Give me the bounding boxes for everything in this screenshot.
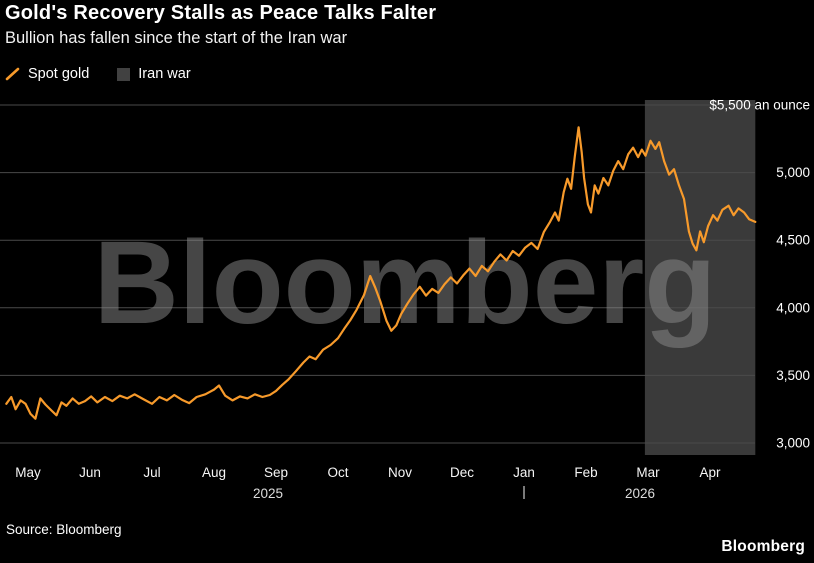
y-tick-label: 3,000 xyxy=(776,436,810,451)
x-tick-label: Jun xyxy=(79,465,101,480)
y-tick-label: 5,000 xyxy=(776,165,810,180)
year-label: 2026 xyxy=(625,486,655,501)
y-tick-label: 3,500 xyxy=(776,368,810,383)
x-tick-label: May xyxy=(15,465,41,480)
page-title: Gold's Recovery Stalls as Peace Talks Fa… xyxy=(5,2,437,24)
year-divider: | xyxy=(522,484,526,499)
x-tick-label: Sep xyxy=(264,465,288,480)
line-slash-icon xyxy=(5,67,20,81)
legend-item-iran-war: Iran war xyxy=(117,66,191,82)
x-tick-label: Feb xyxy=(574,465,597,480)
watermark-text: Bloomberg xyxy=(94,217,717,349)
x-tick-label: Jan xyxy=(513,465,535,480)
price-chart: Bloomberg $5,500 an ounce 5,000 4,500 4,000 3… xyxy=(0,98,810,501)
legend: Spot gold Iran war xyxy=(5,66,191,82)
y-tick-label: $5,500 an ounce xyxy=(709,98,810,113)
legend-item-spot-gold: Spot gold xyxy=(5,66,89,82)
y-tick-label: 4,000 xyxy=(776,300,810,315)
x-tick-label: Jul xyxy=(143,465,160,480)
x-tick-label: Aug xyxy=(202,465,226,480)
band-swatch-icon xyxy=(117,67,131,81)
spot-gold-line xyxy=(5,126,757,420)
x-tick-label: Dec xyxy=(450,465,474,480)
page-subtitle: Bullion has fallen since the start of th… xyxy=(5,29,348,47)
year-label: 2025 xyxy=(253,486,283,501)
bloomberg-logo: Bloomberg xyxy=(721,538,805,555)
legend-label-iran-war: Iran war xyxy=(138,66,191,82)
x-tick-label: Apr xyxy=(699,465,721,480)
source-note: Source: Bloomberg xyxy=(6,522,122,537)
x-tick-label: Mar xyxy=(636,465,660,480)
x-tick-label: Oct xyxy=(327,465,348,480)
x-tick-label: Nov xyxy=(388,465,412,480)
legend-label-spot-gold: Spot gold xyxy=(28,66,90,82)
y-tick-label: 4,500 xyxy=(776,233,810,248)
